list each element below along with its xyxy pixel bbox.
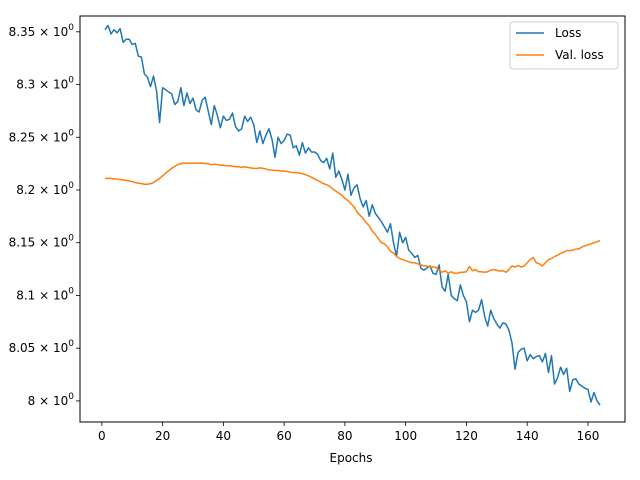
legend: Loss Val. loss: [509, 21, 619, 70]
y-axis: 8 × 100 8.05 × 100 8.1 × 100 8.15 × 100 8.2 …: [9, 23, 80, 408]
x-tick-label: 40: [216, 429, 231, 443]
plot-background: [80, 16, 625, 422]
series-line-0: [104, 24, 601, 406]
y-tick-label: 8.15 × 100: [9, 234, 75, 250]
y-tick-label: 8 × 100: [28, 392, 75, 408]
legend-label-loss: Loss: [555, 26, 581, 40]
x-tick-label: 60: [277, 429, 292, 443]
series-line-1: [104, 162, 601, 275]
y-tick-label: 8.35 × 100: [9, 23, 75, 39]
x-tick-label: 100: [394, 429, 417, 443]
x-tick-label: 80: [337, 429, 352, 443]
legend-label-val-loss: Val. loss: [555, 48, 604, 62]
x-tick-label: 140: [516, 429, 539, 443]
x-axis-label: Epochs: [330, 451, 373, 465]
y-tick-label: 8.3 × 100: [16, 76, 74, 92]
x-tick-label: 160: [576, 429, 599, 443]
y-tick-label: 8.25 × 100: [9, 128, 75, 144]
x-tick-label: 0: [98, 429, 106, 443]
x-tick-label: 20: [155, 429, 170, 443]
series-layer: [104, 24, 601, 406]
y-tick-label: 8.1 × 100: [16, 286, 74, 302]
plot-frame: [79, 15, 626, 423]
x-axis: 0 20 40 60 80 100 120 140 160: [98, 422, 599, 443]
y-tick-label: 8.2 × 100: [16, 181, 74, 197]
y-tick-label: 8.05 × 100: [9, 339, 75, 355]
x-tick-label: 120: [455, 429, 478, 443]
